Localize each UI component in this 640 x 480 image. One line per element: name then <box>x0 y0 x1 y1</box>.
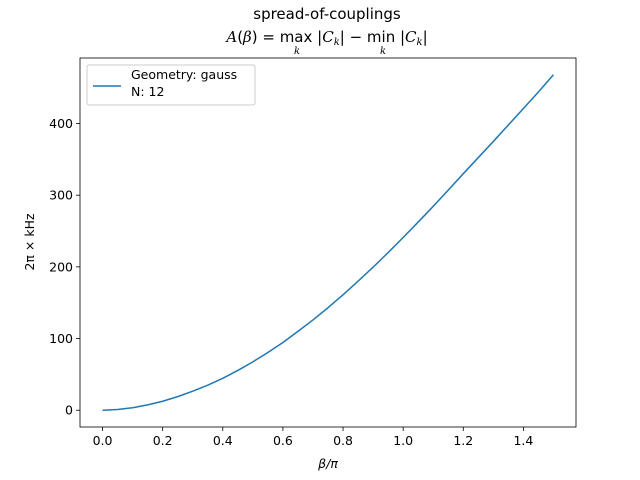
legend-entry-geometry: Geometry: gauss <box>131 67 237 82</box>
x-tick-label: 1.0 <box>393 433 413 448</box>
svg-text:k: k <box>380 46 386 57</box>
svg-text:A(β) = max |Ck| − min |Ck|: A(β) = max |Ck| − min |Ck| <box>224 28 427 48</box>
y-tick-label: 400 <box>49 116 73 131</box>
y-tick-label: 100 <box>49 331 73 346</box>
plot-area <box>79 57 577 428</box>
y-tick-label: 300 <box>49 188 73 203</box>
x-tick-label: 1.4 <box>513 433 533 448</box>
x-tick-label: 1.2 <box>453 433 473 448</box>
x-tick-label: 0.2 <box>153 433 173 448</box>
x-tick-label: 0.6 <box>273 433 293 448</box>
svg-text:k: k <box>294 46 300 57</box>
y-tick-label: 0 <box>65 403 73 418</box>
y-axis: 0 100 200 300 400 <box>49 116 80 418</box>
legend-entry-n: N: 12 <box>131 84 164 99</box>
legend: Geometry: gauss N: 12 <box>86 64 256 106</box>
x-tick-label: 0.8 <box>333 433 353 448</box>
series-line <box>102 74 555 411</box>
series-layer <box>102 74 555 411</box>
chart-subtitle: A(β) = max |Ck| − min |Ck| k k <box>224 28 427 57</box>
x-tick-label: 0.0 <box>93 433 113 448</box>
y-axis-label: 2π × kHz <box>22 213 37 271</box>
x-axis: 0.0 0.2 0.4 0.6 0.8 1.0 1.2 1.4 <box>93 427 533 448</box>
x-axis-label: β/π <box>317 456 338 471</box>
chart-title: spread-of-couplings <box>253 5 401 23</box>
legend-box <box>86 64 256 106</box>
x-tick-label: 0.4 <box>213 433 233 448</box>
y-tick-label: 200 <box>49 259 73 274</box>
